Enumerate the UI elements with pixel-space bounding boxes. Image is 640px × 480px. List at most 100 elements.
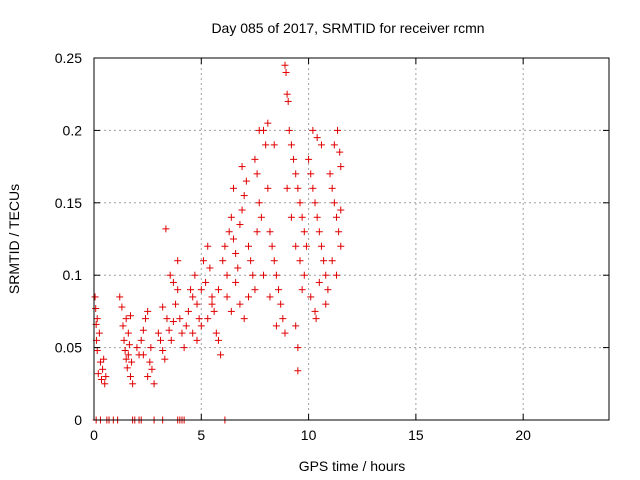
data-point	[169, 278, 177, 286]
data-point	[96, 358, 104, 366]
x-axis-label: GPS time / hours	[299, 458, 406, 474]
data-point	[266, 293, 274, 301]
data-point	[279, 315, 287, 323]
data-point	[298, 286, 306, 294]
data-point	[142, 315, 149, 323]
data-point	[197, 322, 205, 330]
data-point	[94, 370, 102, 378]
data-point	[99, 365, 107, 373]
data-point	[197, 286, 205, 294]
data-point	[268, 242, 276, 250]
data-point	[298, 213, 306, 221]
data-point	[247, 257, 255, 265]
data-point	[120, 336, 128, 344]
data-point	[264, 119, 272, 127]
data-point	[245, 293, 252, 301]
data-point	[264, 184, 272, 192]
data-point	[93, 346, 101, 354]
data-point	[206, 264, 214, 272]
x-tick-label: 15	[408, 427, 424, 443]
data-point	[251, 155, 259, 163]
data-point	[251, 286, 259, 294]
data-point	[191, 271, 199, 279]
data-point	[129, 380, 137, 388]
data-point	[225, 228, 233, 236]
y-tick-label: 0	[74, 412, 82, 428]
data-point	[236, 221, 244, 229]
data-point	[281, 61, 289, 69]
data-point	[189, 329, 197, 337]
data-point	[144, 373, 152, 381]
x-tick-label: 5	[197, 427, 205, 443]
data-point	[208, 293, 216, 301]
data-point	[287, 141, 295, 149]
data-point	[281, 329, 289, 337]
data-point	[93, 315, 101, 323]
data-point	[296, 199, 304, 207]
data-point	[217, 351, 225, 359]
data-point	[260, 271, 268, 279]
data-point	[126, 312, 134, 320]
data-point	[148, 365, 156, 373]
data-point	[307, 293, 315, 301]
data-point	[174, 257, 182, 265]
y-tick-label: 0.2	[63, 122, 83, 138]
data-point	[118, 303, 126, 311]
data-point	[328, 184, 336, 192]
data-point	[315, 228, 323, 236]
data-point	[240, 192, 248, 200]
data-point	[270, 141, 278, 149]
data-point	[307, 170, 315, 178]
data-point	[147, 344, 155, 352]
data-point	[102, 373, 110, 381]
x-tick-label: 10	[301, 427, 317, 443]
data-point	[277, 300, 285, 308]
data-point	[255, 126, 263, 134]
data-point	[253, 170, 261, 178]
data-point	[287, 213, 295, 221]
data-point	[328, 257, 336, 265]
data-point	[92, 305, 100, 313]
data-point	[266, 228, 274, 236]
data-point	[221, 242, 229, 250]
data-point	[126, 373, 134, 381]
data-point	[229, 184, 237, 192]
data-point	[283, 90, 291, 98]
data-point	[101, 380, 109, 388]
data-point	[182, 322, 190, 330]
data-point	[255, 199, 263, 207]
data-point	[166, 271, 174, 279]
data-point	[324, 286, 332, 294]
data-point	[336, 148, 344, 156]
data-point	[95, 329, 103, 337]
data-point	[124, 329, 132, 337]
data-point	[187, 286, 195, 294]
data-point	[204, 242, 212, 250]
data-point	[257, 213, 265, 221]
data-point	[214, 286, 222, 294]
y-tick-label: 0.1	[63, 267, 83, 283]
data-point	[272, 271, 280, 279]
data-point	[290, 155, 298, 163]
data-point	[312, 315, 320, 323]
chart-title: Day 085 of 2017, SRMTID for receiver rcm…	[211, 20, 484, 36]
data-point	[223, 293, 231, 301]
data-point	[313, 134, 321, 142]
data-point	[123, 364, 131, 372]
data-point	[204, 315, 212, 323]
data-point	[232, 249, 240, 257]
data-point	[219, 257, 227, 265]
data-point	[300, 271, 308, 279]
data-point	[332, 271, 340, 279]
data-point	[282, 68, 290, 76]
data-point	[122, 315, 130, 323]
data-point	[139, 351, 147, 359]
data-point	[169, 318, 177, 326]
data-point	[100, 355, 108, 363]
data-point	[184, 307, 192, 315]
data-point	[311, 199, 319, 207]
data-point	[195, 315, 203, 323]
data-point	[326, 170, 334, 178]
data-point	[227, 213, 235, 221]
data-point	[172, 300, 180, 308]
